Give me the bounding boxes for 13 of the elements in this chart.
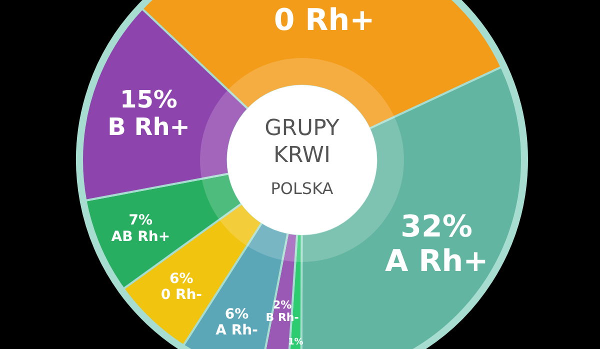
slice-label: 0 Rh+ xyxy=(274,3,375,38)
data-label: 15% xyxy=(120,85,178,114)
slice-label: B Rh+ xyxy=(108,112,190,141)
slice-label: A Rh+ xyxy=(384,244,488,280)
data-label: 7% xyxy=(128,212,153,229)
data-label: 6% xyxy=(170,271,194,288)
data-label: 32% xyxy=(400,210,472,245)
slice-label: 0 Rh- xyxy=(160,287,202,304)
slice-label: A Rh- xyxy=(216,322,258,339)
text: POLSKA xyxy=(270,179,334,198)
data-label: 6% xyxy=(224,306,249,323)
text: GRUPY KRWI xyxy=(264,115,340,169)
slice-label: AB Rh+ xyxy=(111,228,170,245)
